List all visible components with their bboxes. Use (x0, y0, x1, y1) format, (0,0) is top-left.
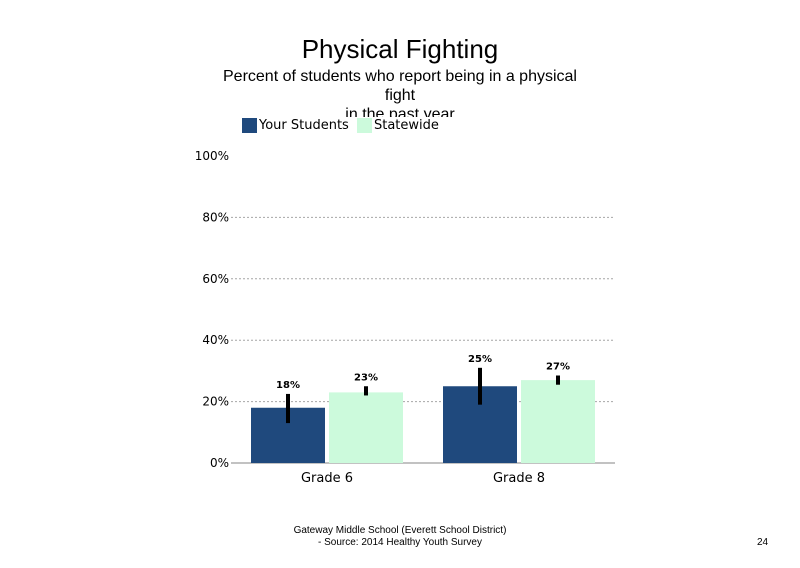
legend-item-your-students: Your Students (242, 118, 349, 133)
subtitle-line-2: fight (384, 87, 416, 104)
page-number: 24 (757, 537, 769, 548)
y-tick-label: 20% (202, 395, 229, 409)
y-tick-label: 80% (202, 210, 229, 224)
x-category-label: Grade 6 (301, 471, 353, 486)
data-label: 25% (468, 354, 492, 365)
legend-label-your-students: Your Students (259, 118, 349, 133)
legend-label-statewide: Statewide (373, 118, 439, 133)
data-label: 18% (276, 380, 300, 391)
legend-item-statewide: Statewide (356, 118, 439, 133)
data-label: 27% (546, 362, 570, 373)
slide-title: Physical Fighting (301, 34, 499, 64)
footer-source: - Source: 2014 Healthy Youth Survey (318, 537, 482, 548)
chart-legend: Your Students Statewide (242, 118, 443, 137)
legend-swatch-statewide (356, 118, 372, 133)
y-tick-label: 40% (202, 333, 229, 347)
bar (329, 392, 403, 463)
bar (521, 380, 595, 463)
subtitle-line-3: in the past year (345, 106, 455, 117)
y-tick-label: 0% (210, 456, 229, 470)
y-tick-label: 60% (202, 272, 229, 286)
y-tick-label: 100% (195, 149, 229, 163)
slide-subtitle: Percent of students who report being in … (200, 67, 600, 117)
legend-swatch-your-students (242, 118, 257, 133)
slide-footer: Gateway Middle School (Everett School Di… (200, 525, 600, 549)
footer-school: Gateway Middle School (Everett School Di… (293, 525, 507, 536)
subtitle-line-1: Percent of students who report being in … (223, 68, 577, 85)
data-label: 23% (354, 372, 378, 383)
x-category-label: Grade 8 (493, 471, 545, 486)
